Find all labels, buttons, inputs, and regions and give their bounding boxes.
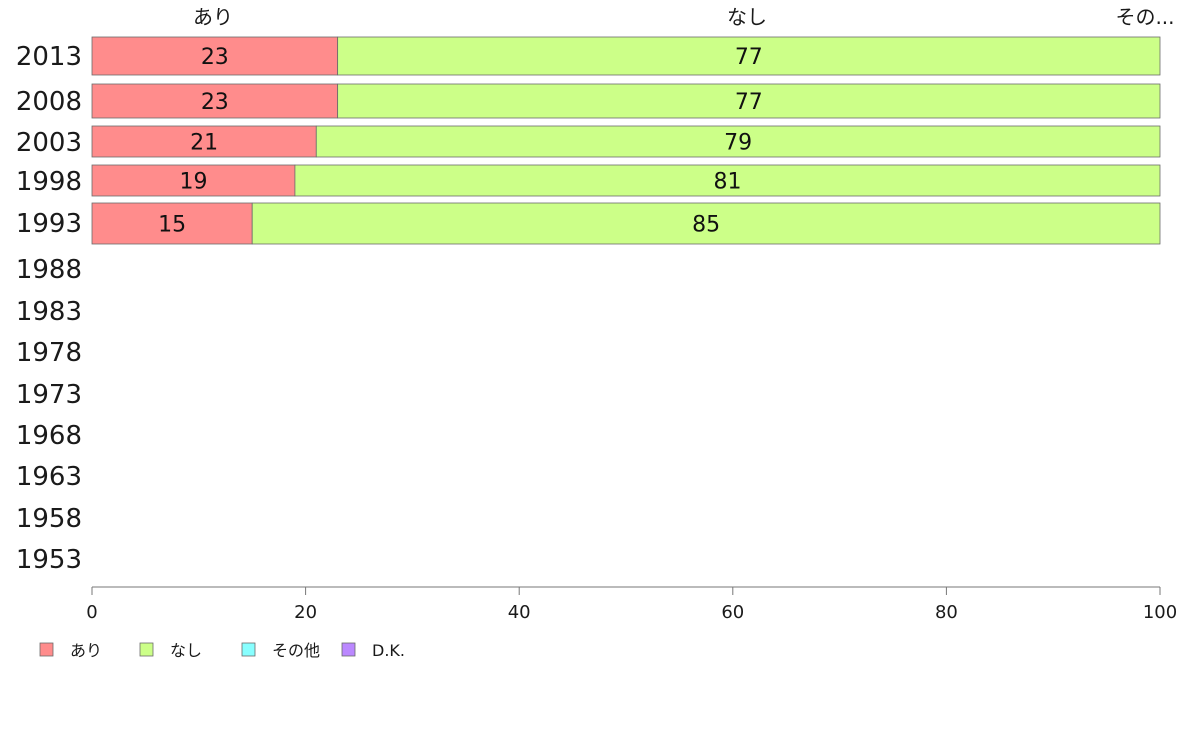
bar-2003-あり — [91, 125, 317, 158]
legend-label-その他: その他 — [272, 641, 320, 660]
legend-swatch-あり — [39, 642, 54, 657]
y-label-2013: 2013 — [16, 42, 82, 72]
data-label-2008-なし: 77 — [735, 90, 763, 115]
y-label-2008: 2008 — [16, 87, 82, 117]
legend-label-D.K.: D.K. — [372, 641, 405, 660]
bar-1993-あり — [91, 202, 253, 245]
legend-swatch-なし — [139, 642, 154, 657]
bar-2008-なし — [337, 83, 1161, 119]
y-axis-labels: 2013 2008 2003 1998 1993 1988 1983 1978 1973 1968… — [16, 42, 82, 575]
data-label-2008-あり: 23 — [201, 90, 229, 115]
y-label-1988: 1988 — [16, 255, 82, 285]
bar-2003-なし — [315, 125, 1161, 158]
data-label-1993-なし: 85 — [692, 213, 720, 238]
top-label-2: その... — [1115, 5, 1174, 29]
y-label-1953: 1953 — [16, 545, 82, 575]
bar-2013-なし — [337, 36, 1161, 76]
bar-1998-なし — [294, 164, 1161, 197]
data-label-2003-あり: 21 — [190, 131, 218, 156]
y-label-1963: 1963 — [16, 462, 82, 492]
data-label-1993-あり: 15 — [158, 213, 186, 238]
data-label-2013-なし: 77 — [735, 45, 763, 70]
x-tick-label-80: 80 — [935, 602, 958, 623]
y-label-1978: 1978 — [16, 338, 82, 368]
data-label-2013-あり: 23 — [201, 45, 229, 70]
legend-label-なし: なし — [170, 641, 202, 660]
legend: あり なし その他 D.K. — [39, 641, 405, 660]
legend-label-あり: あり — [70, 641, 102, 660]
data-label-1998-あり: 19 — [179, 170, 207, 195]
data-label-1998-なし: 81 — [713, 170, 741, 195]
y-label-1998: 1998 — [16, 167, 82, 197]
legend-swatch-D.K. — [341, 642, 356, 657]
x-tick-label-0: 0 — [86, 602, 97, 623]
top-label-0: あり — [193, 5, 233, 29]
y-label-1973: 1973 — [16, 380, 82, 410]
x-tick-label-20: 20 — [294, 602, 317, 623]
x-axis: 0 20 40 60 80 100 — [86, 586, 1177, 623]
y-label-1993: 1993 — [16, 209, 82, 239]
top-label-1: なし — [727, 5, 767, 29]
x-tick-label-60: 60 — [721, 602, 744, 623]
top-series-labels: あり なし その... — [193, 5, 1175, 29]
data-label-2003-なし: 79 — [724, 131, 752, 156]
x-tick-label-100: 100 — [1143, 602, 1177, 623]
y-label-2003: 2003 — [16, 128, 82, 158]
legend-swatch-その他 — [241, 642, 256, 657]
y-label-1983: 1983 — [16, 297, 82, 327]
bar-1998-あり — [91, 164, 296, 197]
bar-1993-なし — [251, 202, 1161, 245]
bars: 23 77 23 77 21 79 19 81 15 85 — [91, 36, 1161, 245]
y-label-1968: 1968 — [16, 421, 82, 451]
bar-2013-あり — [91, 36, 339, 76]
x-tick-label-40: 40 — [508, 602, 531, 623]
y-label-1958: 1958 — [16, 504, 82, 534]
bar-2008-あり — [91, 83, 339, 119]
